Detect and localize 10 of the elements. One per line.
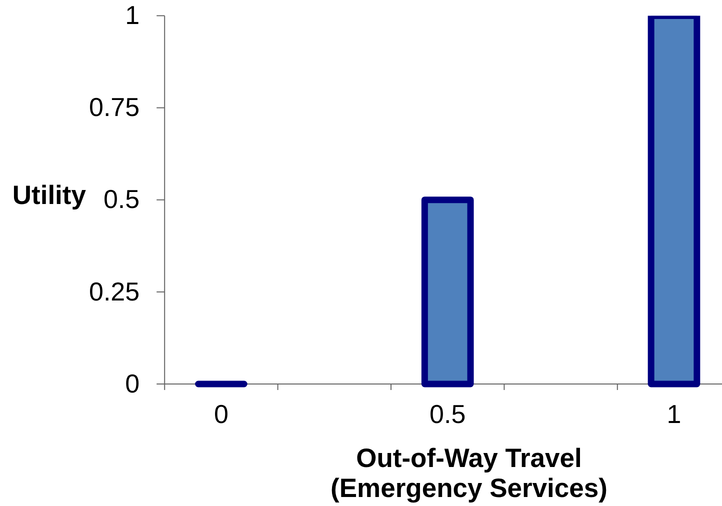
x-tick-label: 0 [214,399,228,429]
x-axis-title: Out-of-Way Travel (Emergency Services) [330,443,608,503]
x-tick-label: 1 [666,399,682,429]
y-tick-label: 0.75 [88,92,140,122]
y-tick-label: 0.25 [88,276,140,306]
y-axis-title: Utility [12,180,86,210]
x-tick-label: 0.5 [430,399,466,429]
y-tick-label: 0 [125,368,140,398]
y-tick-label: 0.5 [103,184,140,214]
y-tick-label: 1 [125,0,140,30]
